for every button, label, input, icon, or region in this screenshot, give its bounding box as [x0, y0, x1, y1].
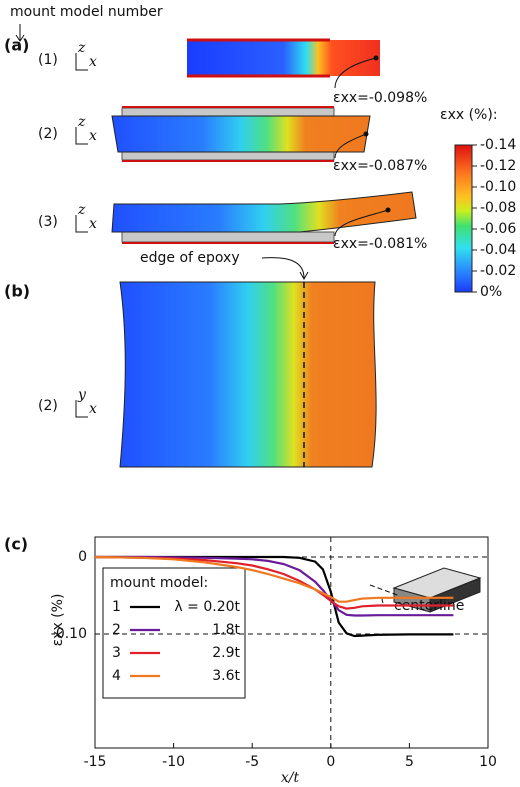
legend-model: 3: [112, 645, 121, 661]
axis-letter: z: [77, 202, 86, 218]
annotation: edge of epoxy: [140, 250, 240, 266]
colorbar-label: εxx (%):: [440, 107, 498, 123]
legend-model: 1: [112, 599, 121, 615]
model-label: (2): [38, 398, 58, 414]
legend-model: 4: [112, 668, 121, 684]
axis-letter: x: [89, 128, 97, 144]
note: mount model number: [10, 4, 163, 20]
colorbar-tick-label: -0.10: [480, 179, 516, 195]
strip: [187, 40, 380, 76]
model-label: (2): [38, 126, 58, 142]
legend-model: 2: [112, 622, 121, 638]
strip: [111, 191, 417, 233]
leader: [334, 57, 377, 89]
colorbar-tick-label: -0.06: [480, 221, 516, 237]
arrow: [15, 24, 25, 42]
strain-label: εxx=-0.081%: [333, 236, 427, 252]
legend-title: mount model:: [110, 575, 208, 591]
x-tick-label: -10: [162, 754, 185, 770]
strain-label: εxx=-0.098%: [333, 90, 427, 106]
axes-icon: [75, 53, 88, 71]
panel-label: (b): [4, 282, 30, 301]
axis-letter: z: [77, 40, 86, 56]
axis-letter: x: [89, 401, 97, 417]
legend-label: 1.8t: [212, 622, 240, 638]
mount: [121, 107, 335, 117]
colorbar-tick-label: -0.04: [480, 242, 516, 258]
mount: [121, 231, 335, 243]
legend-label: λ = 0.20t: [174, 599, 240, 615]
axes-icon: [75, 215, 88, 233]
x-tick-label: 0: [326, 754, 335, 770]
mount: [121, 151, 335, 161]
model-label: (3): [38, 214, 58, 230]
model-label: (1): [38, 52, 58, 68]
axis-letter: x: [89, 54, 97, 70]
strain-label: εxx=-0.087%: [333, 158, 427, 174]
y-axis-label: εxx (%): [50, 594, 66, 647]
strip: [111, 115, 371, 153]
leader: [334, 133, 367, 159]
x-tick-label: 10: [479, 754, 497, 770]
axis-letter: z: [77, 114, 86, 130]
panel-label: (a): [4, 36, 29, 55]
series-line: [94, 555, 454, 603]
axis-letter: y: [77, 387, 87, 403]
leader: [334, 209, 389, 237]
colorbar-tick-label: 0%: [480, 284, 502, 300]
dot: [363, 131, 369, 137]
axis-letter: x: [89, 216, 97, 232]
x-tick-label: -15: [84, 754, 107, 770]
plot-frame: [94, 536, 489, 749]
axes-icon: [75, 400, 88, 418]
colorbar-tick-label: -0.12: [480, 158, 516, 174]
panel-label: (c): [4, 535, 28, 554]
legend-label: 3.6t: [212, 668, 240, 684]
x-tick-label: -5: [245, 754, 259, 770]
y-tick-label: -0.10: [51, 626, 87, 642]
x-tick-label: 5: [405, 754, 414, 770]
x-axis-label: x/t: [281, 770, 300, 786]
epoxy: [187, 38, 330, 78]
epoxy: [122, 106, 334, 162]
axes-icon: [75, 127, 88, 145]
dot: [385, 207, 391, 213]
series-line: [95, 555, 454, 617]
inset-end: [429, 577, 481, 613]
colorbar-tick-label: -0.14: [480, 137, 516, 153]
colorbar-tick-label: -0.02: [480, 263, 516, 279]
dot: [373, 55, 379, 61]
arrow: [261, 257, 309, 281]
strip-top-view: [119, 281, 377, 468]
colorbar: [454, 144, 473, 293]
y-tick-label: 0: [78, 549, 87, 565]
colorbar-tick-label: -0.08: [480, 200, 516, 216]
legend-label: 2.9t: [212, 645, 240, 661]
legend: [102, 567, 246, 699]
